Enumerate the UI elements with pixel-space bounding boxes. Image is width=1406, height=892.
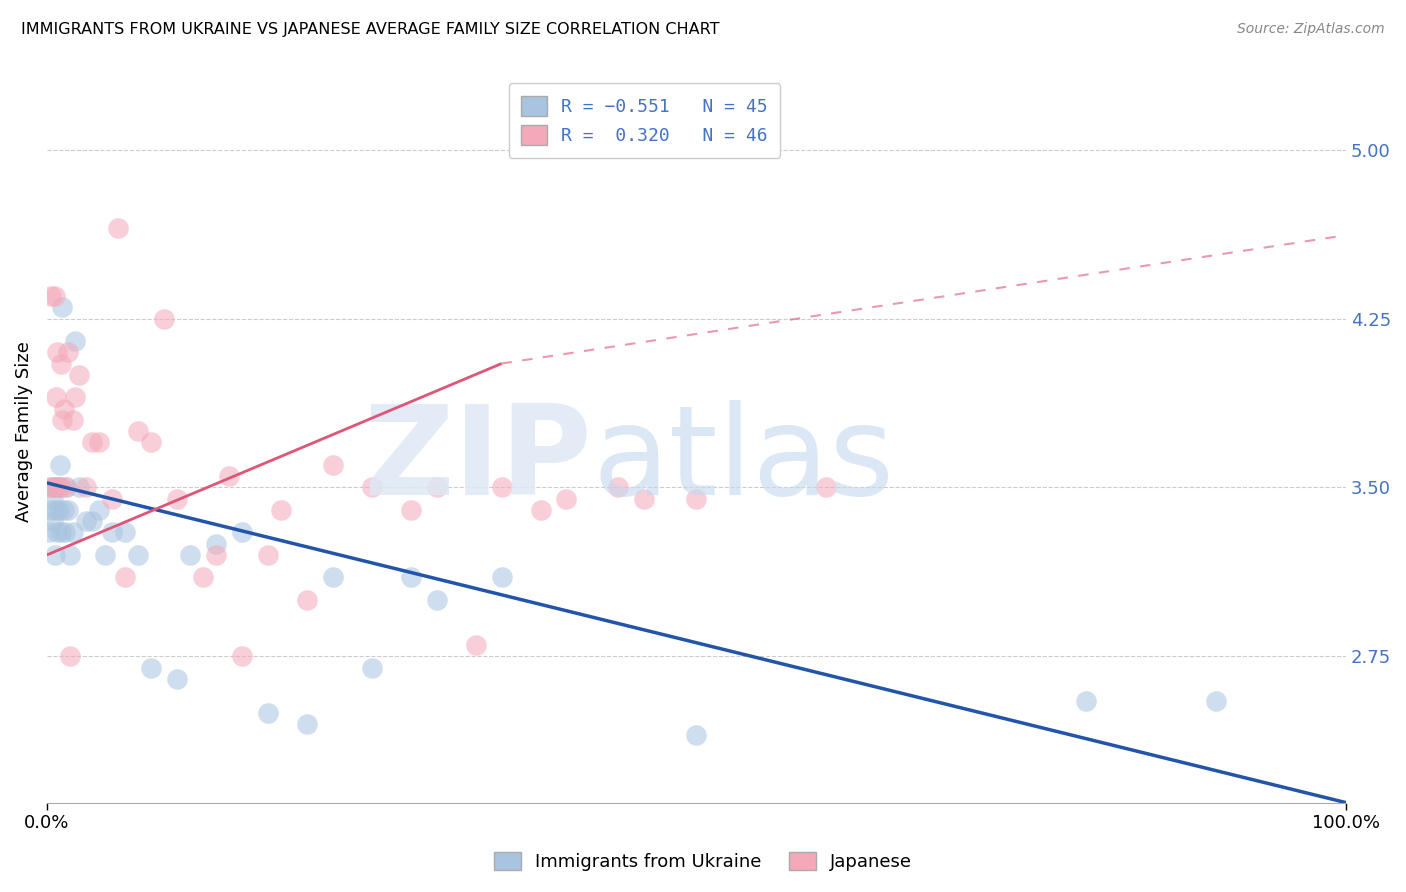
Point [87,503,110,517]
Point [56,345,79,359]
Point [46,345,69,359]
Point [67,368,90,382]
Point [322,570,344,584]
Point [101,491,124,506]
Point [107,221,129,235]
Point [399,570,422,584]
Point [67,480,90,494]
Point [44,289,66,303]
Point [82,514,104,528]
Point [52,503,75,517]
Point [82,435,104,450]
Point [139,660,162,674]
Point [114,525,136,540]
Point [685,491,707,506]
Point [529,503,551,517]
Point [204,548,226,562]
Point [51,300,73,314]
Point [44,548,66,562]
Point [127,424,149,438]
Point [87,435,110,450]
Point [42,491,65,506]
Point [179,548,201,562]
Point [399,503,422,517]
Text: Source: ZipAtlas.com: Source: ZipAtlas.com [1237,22,1385,37]
Point [42,480,65,494]
Point [426,480,449,494]
Point [360,480,382,494]
Point [139,435,162,450]
Point [62,525,84,540]
Point [56,503,79,517]
Point [65,334,87,348]
Point [426,593,449,607]
Point [815,480,838,494]
Point [101,525,124,540]
Point [59,649,82,664]
Point [270,503,292,517]
Point [45,390,67,404]
Point [1205,694,1227,708]
Point [231,649,253,664]
Point [114,570,136,584]
Point [218,469,240,483]
Y-axis label: Average Family Size: Average Family Size [15,341,32,522]
Point [51,357,73,371]
Point [127,548,149,562]
Point [62,413,84,427]
Point [191,570,214,584]
Point [39,503,62,517]
Point [256,548,278,562]
Text: ZIP: ZIP [364,401,592,521]
Point [49,480,72,494]
Point [46,525,69,540]
Point [94,548,117,562]
Point [166,672,188,686]
Point [48,503,70,517]
Point [491,570,513,584]
Point [204,536,226,550]
Point [38,525,60,540]
Point [55,480,77,494]
Point [75,480,97,494]
Point [49,480,72,494]
Point [55,480,77,494]
Point [360,660,382,674]
Point [42,514,65,528]
Point [152,311,174,326]
Point [685,728,707,742]
Point [51,413,73,427]
Point [555,491,578,506]
Point [166,491,188,506]
Point [464,638,486,652]
Point [75,514,97,528]
Point [1074,694,1097,708]
Point [48,480,70,494]
Point [633,491,655,506]
Point [39,289,62,303]
Point [491,480,513,494]
Point [41,480,63,494]
Point [44,480,66,494]
Point [59,548,82,562]
Text: IMMIGRANTS FROM UKRAINE VS JAPANESE AVERAGE FAMILY SIZE CORRELATION CHART: IMMIGRANTS FROM UKRAINE VS JAPANESE AVER… [21,22,720,37]
Point [607,480,630,494]
Point [322,458,344,472]
Point [38,480,60,494]
Point [295,716,318,731]
Point [53,525,76,540]
Point [65,390,87,404]
Point [49,458,72,472]
Point [52,401,75,416]
Point [46,480,69,494]
Point [295,593,318,607]
Point [51,525,73,540]
Point [45,503,67,517]
Point [231,525,253,540]
Legend: Immigrants from Ukraine, Japanese: Immigrants from Ukraine, Japanese [486,845,920,879]
Point [256,706,278,720]
Legend: R = −0.551   N = 45, R =  0.320   N = 46: R = −0.551 N = 45, R = 0.320 N = 46 [509,84,780,158]
Text: atlas: atlas [592,401,894,521]
